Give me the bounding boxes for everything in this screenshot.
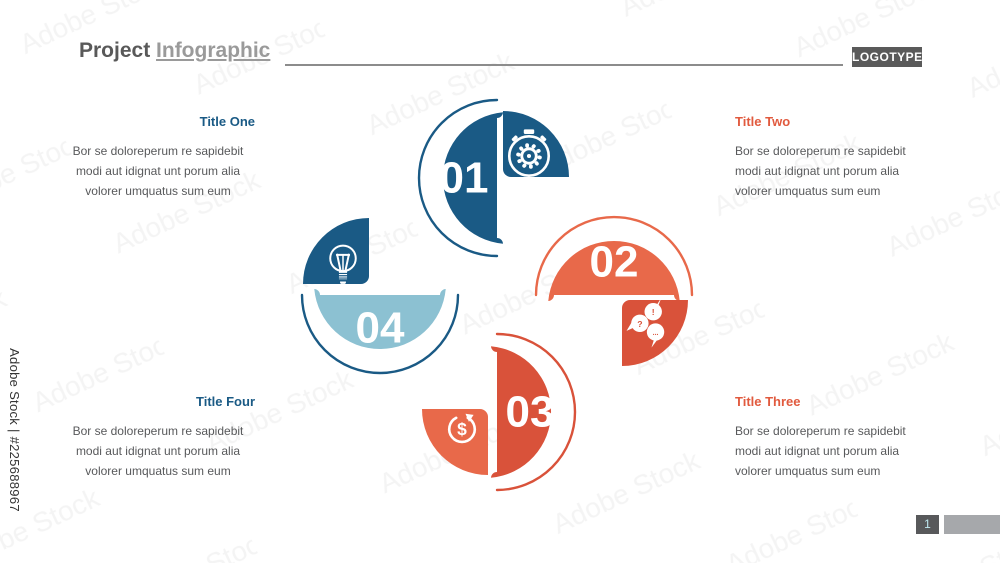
svg-text:03: 03 xyxy=(506,388,555,437)
svg-text:?: ? xyxy=(637,319,642,329)
svg-text:$: $ xyxy=(457,419,467,439)
svg-text:...: ... xyxy=(653,330,659,337)
svg-text:01: 01 xyxy=(440,154,489,203)
svg-text:04: 04 xyxy=(356,304,405,353)
svg-text:02: 02 xyxy=(590,238,639,287)
svg-text:!: ! xyxy=(652,307,655,317)
